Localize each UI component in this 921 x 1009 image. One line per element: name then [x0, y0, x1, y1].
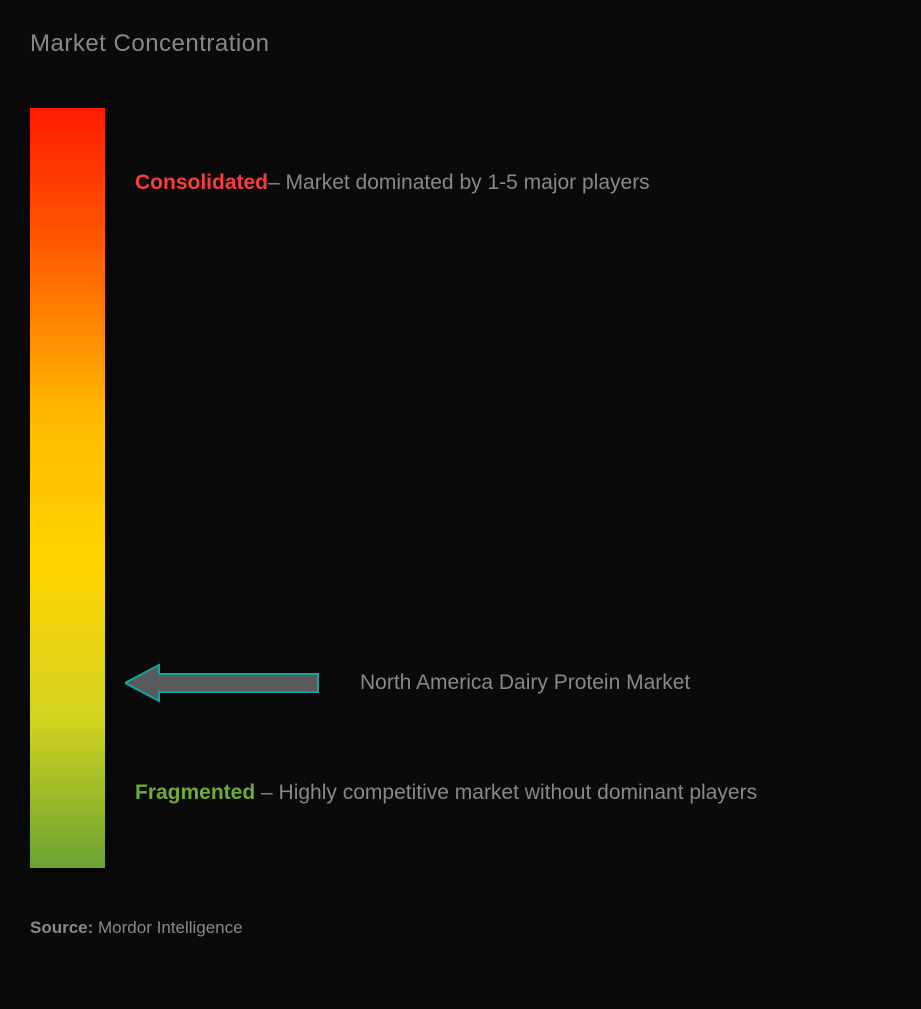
source-line: Source: Mordor Intelligence: [30, 918, 891, 938]
main-content: Consolidated– Market dominated by 1-5 ma…: [30, 108, 891, 888]
fragmented-desc: – Highly competitive market without domi…: [255, 781, 757, 804]
source-value: Mordor Intelligence: [93, 918, 242, 937]
consolidated-label: Consolidated– Market dominated by 1-5 ma…: [135, 163, 871, 203]
consolidated-keyword: Consolidated: [135, 171, 268, 194]
pointer-arrow-icon: [125, 663, 320, 703]
concentration-gradient-bar: [30, 108, 105, 868]
fragmented-label: Fragmented – Highly competitive market w…: [135, 773, 871, 813]
market-name: North America Dairy Protein Market: [360, 671, 690, 695]
labels-column: Consolidated– Market dominated by 1-5 ma…: [125, 108, 891, 888]
chart-title: Market Concentration: [30, 30, 891, 58]
consolidated-desc: – Market dominated by 1-5 major players: [268, 171, 650, 194]
fragmented-keyword: Fragmented: [135, 781, 255, 804]
source-label: Source:: [30, 918, 93, 937]
market-pointer-row: North America Dairy Protein Market: [125, 663, 891, 703]
